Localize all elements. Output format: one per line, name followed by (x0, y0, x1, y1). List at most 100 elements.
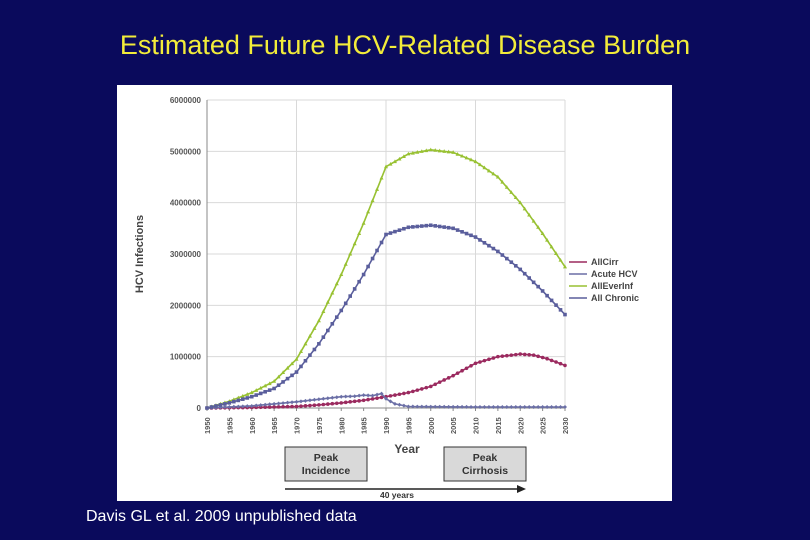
point-all-chronic (317, 342, 321, 346)
point-all-chronic (276, 383, 281, 388)
point-alleverinf (518, 200, 523, 205)
point-all-chronic (388, 231, 393, 235)
point-allcirr (343, 400, 348, 405)
hcv-line-chart: 0 1000000 2000000 3000000 4000000 5000000 6000… (134, 96, 639, 500)
peak-incidence-label: Incidence (302, 465, 351, 477)
point-acute-hcv (469, 404, 474, 409)
point-alleverinf (509, 190, 514, 194)
point-alleverinf (451, 150, 456, 154)
point-alleverinf (424, 148, 429, 153)
point-acute-hcv (392, 401, 397, 406)
point-alleverinf (263, 383, 268, 388)
point-alleverinf (240, 393, 245, 398)
point-allcirr (505, 353, 509, 358)
point-all-chronic (343, 301, 348, 306)
point-allcirr (460, 368, 464, 373)
point-allcirr (554, 360, 558, 364)
point-all-chronic (437, 224, 442, 229)
point-alleverinf (433, 148, 438, 152)
point-all-chronic (370, 256, 375, 261)
point-acute-hcv (486, 404, 491, 409)
point-all-chronic (478, 238, 482, 242)
point-allcirr (411, 389, 415, 394)
point-allcirr (433, 382, 438, 387)
point-acute-hcv (294, 399, 299, 404)
point-alleverinf (290, 361, 295, 366)
point-acute-hcv (348, 394, 353, 399)
legend-label: AllCirr (591, 257, 619, 267)
point-alleverinf (428, 147, 433, 152)
point-alleverinf (352, 241, 357, 246)
point-acute-hcv (379, 391, 384, 396)
point-alleverinf (482, 165, 487, 170)
point-acute-hcv (254, 403, 259, 408)
point-alleverinf (527, 212, 532, 217)
point-alleverinf (316, 318, 321, 323)
legend-label: All Chronic (591, 293, 639, 303)
point-all-chronic (214, 404, 218, 408)
x-axis-title: Year (394, 442, 420, 456)
point-all-chronic (540, 289, 545, 293)
point-allcirr (334, 401, 339, 406)
point-all-chronic (334, 315, 339, 319)
point-acute-hcv (545, 404, 550, 409)
point-alleverinf (343, 262, 348, 266)
x-tick-label: 1985 (360, 417, 369, 434)
point-alleverinf (392, 159, 397, 164)
point-allcirr (531, 353, 536, 357)
point-allcirr (285, 404, 290, 409)
x-tick-label: 2000 (427, 417, 436, 434)
point-allcirr (563, 363, 567, 368)
point-acute-hcv (388, 399, 393, 404)
point-acute-hcv (334, 395, 339, 400)
point-allcirr (500, 354, 505, 358)
point-alleverinf (455, 152, 460, 156)
point-alleverinf (460, 153, 465, 158)
point-all-chronic (518, 267, 523, 272)
point-all-chronic (505, 256, 509, 261)
x-tick-label: 1955 (225, 417, 234, 434)
point-allcirr (415, 388, 420, 392)
point-alleverinf (473, 159, 478, 164)
point-all-chronic (464, 231, 469, 236)
point-allcirr (482, 358, 487, 363)
point-acute-hcv (370, 393, 375, 398)
point-all-chronic (384, 232, 388, 237)
point-all-chronic (361, 272, 366, 277)
point-acute-hcv (401, 403, 406, 408)
point-acute-hcv (285, 400, 290, 405)
point-allcirr (424, 385, 429, 390)
point-allcirr (281, 404, 285, 409)
point-allcirr (388, 394, 393, 398)
x-tick-label: 1965 (270, 417, 279, 434)
point-acute-hcv (240, 404, 245, 409)
point-all-chronic (473, 235, 478, 239)
point-acute-hcv (258, 403, 263, 408)
point-allcirr (446, 376, 451, 380)
point-allcirr (357, 399, 361, 403)
point-alleverinf (419, 149, 424, 153)
point-alleverinf (272, 379, 277, 383)
point-allcirr (290, 404, 294, 409)
x-tick-label: 1995 (404, 417, 413, 434)
point-allcirr (455, 371, 460, 375)
point-acute-hcv (281, 401, 286, 406)
point-all-chronic (469, 233, 473, 238)
point-all-chronic (424, 223, 429, 228)
legend-label: Acute HCV (591, 269, 638, 279)
point-all-chronic (205, 406, 209, 410)
point-acute-hcv (504, 404, 509, 409)
point-allcirr (330, 401, 335, 406)
point-alleverinf (415, 150, 420, 154)
point-all-chronic (245, 396, 250, 400)
point-all-chronic (446, 225, 451, 230)
point-alleverinf (410, 150, 415, 155)
point-alleverinf (339, 272, 344, 277)
point-acute-hcv (460, 404, 465, 409)
point-acute-hcv (491, 404, 496, 409)
point-all-chronic (420, 224, 424, 228)
point-all-chronic (321, 335, 326, 339)
peak-cirrhosis-label: Cirrhosis (462, 465, 508, 477)
point-acute-hcv (312, 397, 317, 402)
peak-incidence-label: Peak (314, 452, 339, 464)
